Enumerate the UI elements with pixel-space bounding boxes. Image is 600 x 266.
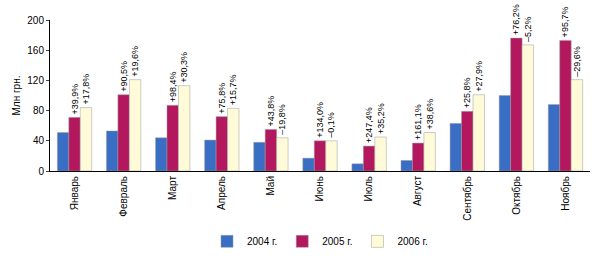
- svg-text:+35,2%: +35,2%: [376, 103, 386, 134]
- svg-text:+30,3%: +30,3%: [179, 52, 189, 83]
- svg-text:–29,6%: –29,6%: [572, 46, 582, 77]
- svg-text:+98,4%: +98,4%: [168, 72, 178, 103]
- svg-text:Август: Август: [412, 176, 423, 207]
- svg-text:+17,8%: +17,8%: [81, 74, 91, 105]
- svg-text:+247,4%: +247,4%: [364, 107, 374, 143]
- svg-text:2005 г.: 2005 г.: [322, 236, 352, 247]
- svg-text:2004 г.: 2004 г.: [247, 236, 277, 247]
- svg-text:Ноябрь: Ноябрь: [560, 176, 571, 211]
- svg-text:+95,7%: +95,7%: [560, 7, 570, 38]
- svg-text:+25,8%: +25,8%: [462, 78, 472, 109]
- svg-text:Март: Март: [167, 176, 178, 200]
- svg-text:Июнь: Июнь: [314, 176, 325, 201]
- svg-text:160: 160: [27, 45, 44, 56]
- svg-text:+15,7%: +15,7%: [228, 75, 238, 106]
- svg-text:40: 40: [33, 135, 45, 146]
- svg-text:+38,6%: +38,6%: [425, 99, 435, 130]
- svg-text:+39,9%: +39,9%: [70, 84, 80, 115]
- svg-text:Октябрь: Октябрь: [511, 176, 522, 215]
- svg-text:120: 120: [27, 75, 44, 86]
- svg-text:+75,8%: +75,8%: [217, 83, 227, 114]
- svg-text:+19,6%: +19,6%: [130, 46, 140, 77]
- svg-text:Февраль: Февраль: [118, 176, 129, 217]
- svg-text:+76,2%: +76,2%: [511, 4, 521, 35]
- svg-text:+90,5%: +90,5%: [119, 61, 129, 92]
- svg-text:Январь: Январь: [69, 176, 80, 210]
- svg-text:+161,1%: +161,1%: [413, 104, 423, 140]
- svg-text:+134,0%: +134,0%: [315, 102, 325, 138]
- svg-text:Май: Май: [265, 176, 276, 196]
- svg-text:+43,8%: +43,8%: [266, 96, 276, 127]
- svg-text:80: 80: [33, 105, 45, 116]
- svg-text:Июль: Июль: [363, 176, 374, 202]
- svg-text:+27,9%: +27,9%: [474, 61, 484, 92]
- svg-text:–5,2%: –5,2%: [523, 16, 533, 42]
- svg-text:Апрель: Апрель: [216, 176, 227, 210]
- svg-text:0: 0: [38, 166, 44, 177]
- svg-text:–0,1%: –0,1%: [326, 112, 336, 138]
- svg-text:Сентябрь: Сентябрь: [462, 176, 473, 221]
- svg-text:–19,8%: –19,8%: [277, 104, 287, 135]
- svg-text:2006 г.: 2006 г.: [397, 236, 427, 247]
- svg-text:200: 200: [27, 15, 44, 26]
- svg-text:Млн грн.: Млн грн.: [11, 76, 22, 116]
